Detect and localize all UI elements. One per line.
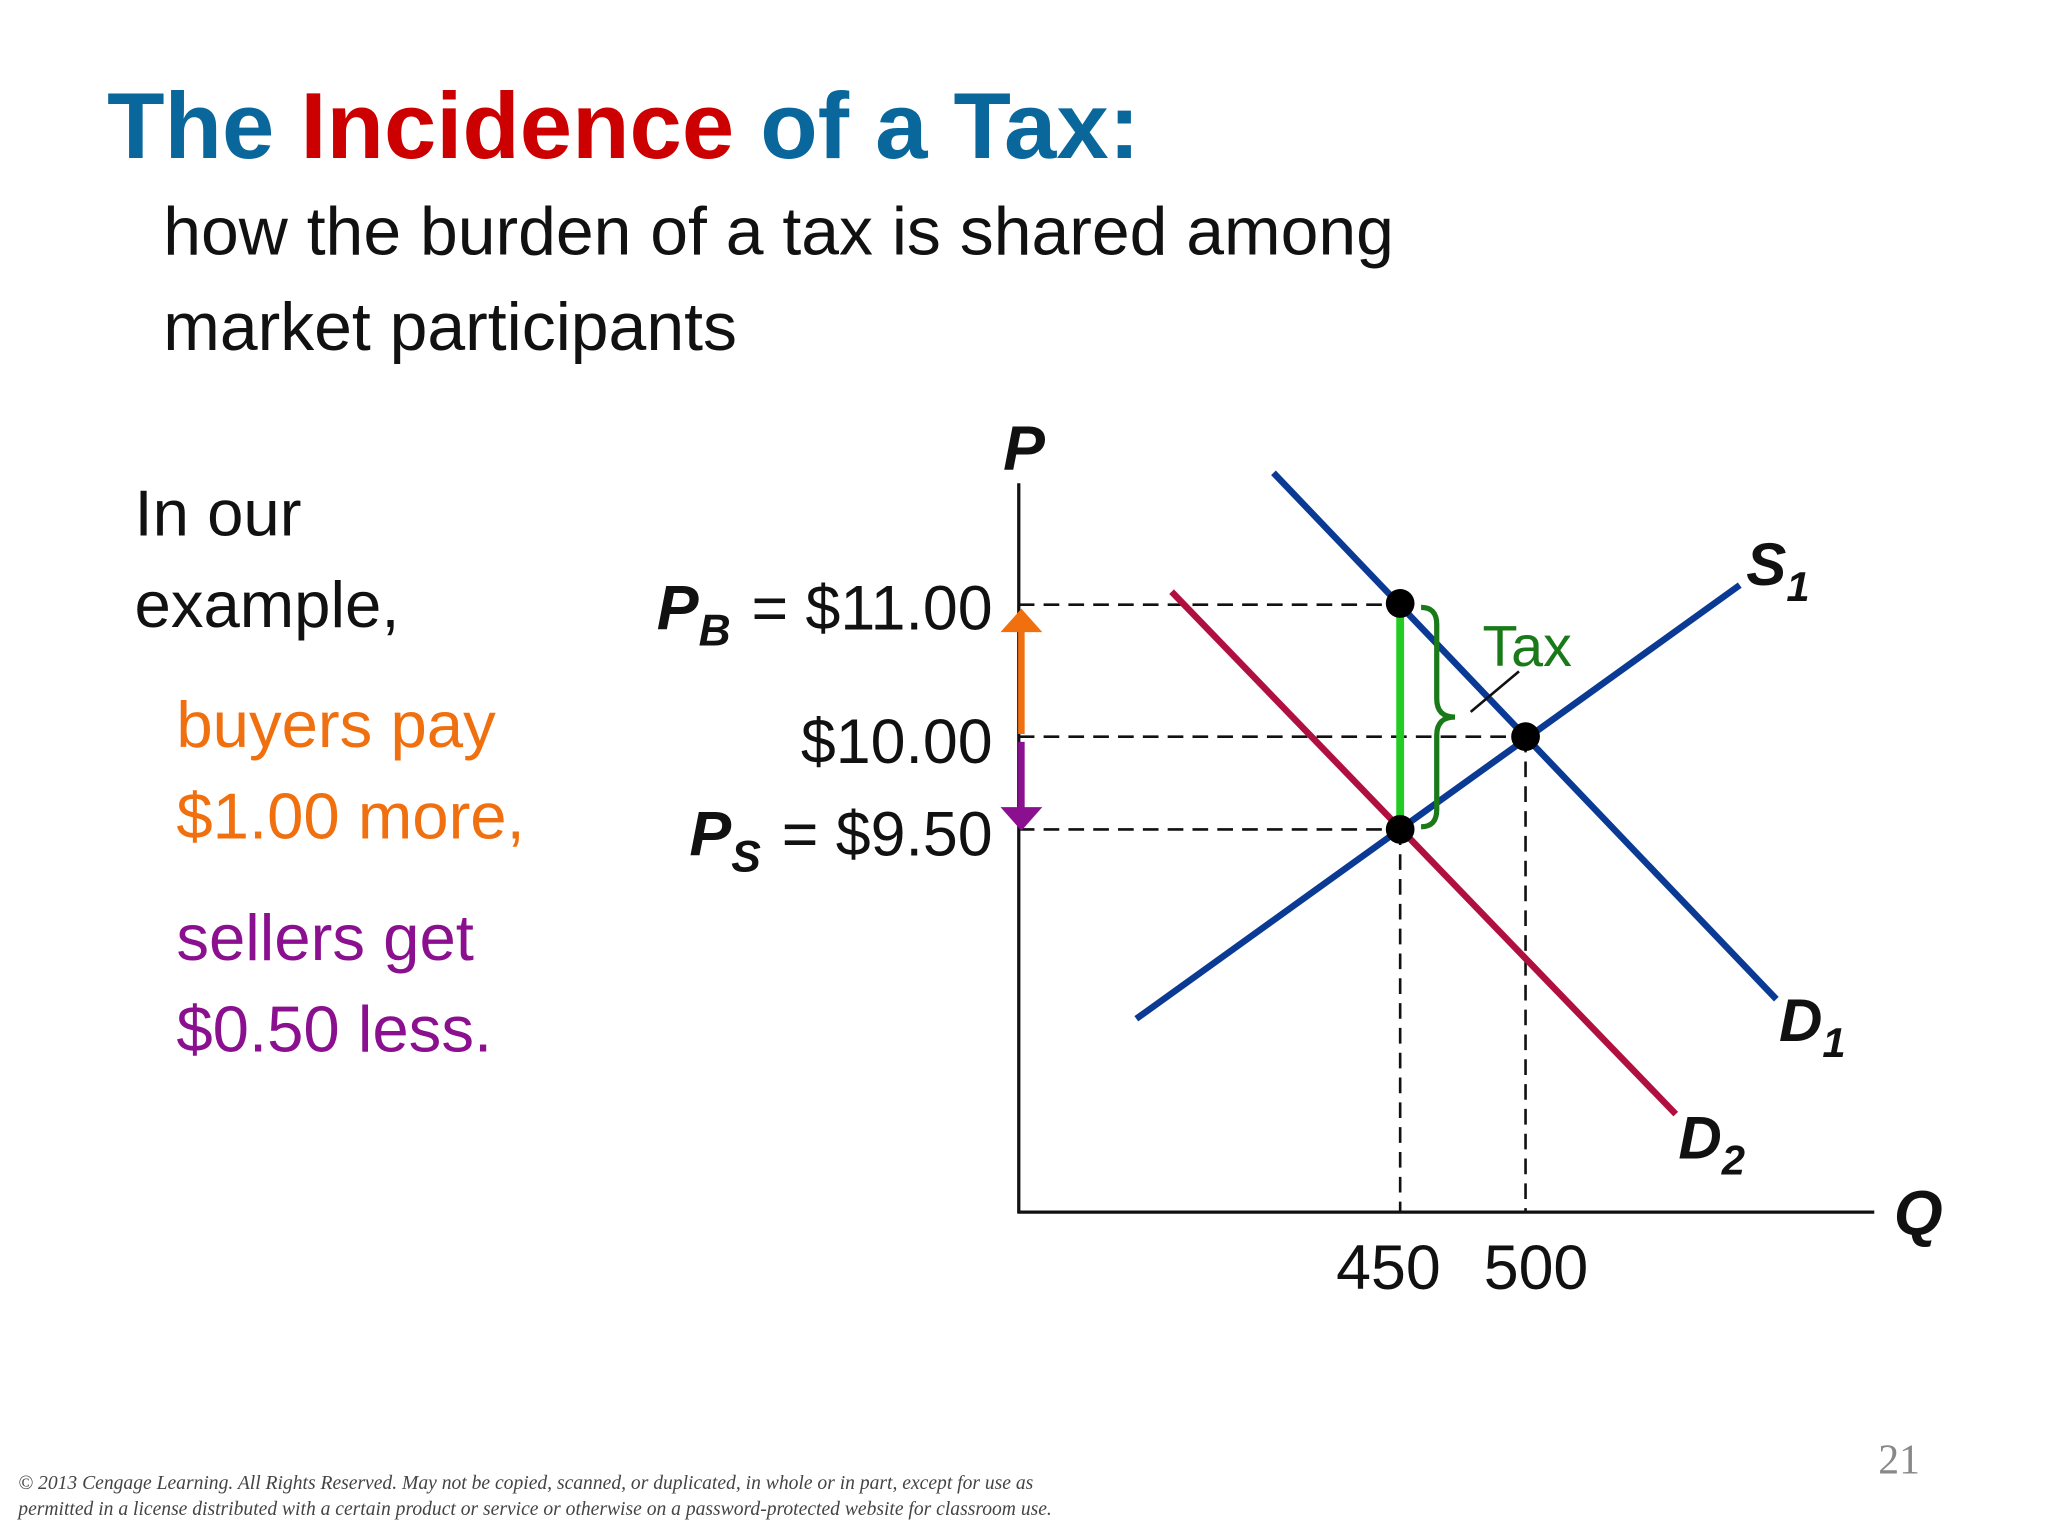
tax-pointer — [1469, 670, 1520, 713]
guide-lines — [1018, 603, 1527, 1213]
curve-subscript: 1 — [1822, 1019, 1845, 1066]
subtitle: market participants — [163, 290, 737, 365]
curve-label: D2 — [1678, 1105, 1745, 1184]
curve-subscript: 1 — [1786, 563, 1809, 610]
price-symbol: P — [657, 574, 699, 644]
curve-symbol: D — [1678, 1105, 1721, 1172]
point — [1385, 815, 1415, 844]
quantity-label: 500 — [1484, 1233, 1589, 1303]
curve-subscript: 2 — [1721, 1136, 1745, 1183]
buyer-arrowhead — [1000, 608, 1043, 633]
body-text: example, — [135, 568, 400, 641]
curve-symbol: S — [1746, 531, 1786, 598]
price-value: = $9.50 — [782, 800, 993, 870]
axis-label: P — [1003, 414, 1045, 484]
price-subscript: S — [731, 832, 761, 881]
curve-symbol: D — [1779, 987, 1822, 1054]
body-text: In our — [135, 477, 302, 550]
point — [1385, 589, 1415, 618]
buyers-text: $1.00 more, — [176, 780, 524, 853]
sellers-text: $0.50 less. — [176, 992, 492, 1065]
title-part: The — [107, 73, 274, 178]
price-label: PS = $9.50 — [689, 800, 992, 882]
sellers-text: sellers get — [176, 901, 474, 974]
price-value: = $11.00 — [752, 574, 993, 644]
curve-label: D1 — [1779, 987, 1846, 1066]
price-subscript: B — [699, 606, 731, 655]
axis-label: Q — [1894, 1178, 1943, 1248]
copyright: permitted in a license distributed with … — [16, 1499, 1052, 1520]
price-symbol: P — [689, 800, 731, 870]
tax-brace — [1420, 604, 1456, 830]
demand-curve-shifted — [1169, 589, 1679, 1117]
buyers-text: buyers pay — [176, 688, 496, 761]
tax-label: Tax — [1482, 615, 1572, 679]
title: The Incidence of a Tax: — [107, 73, 1140, 178]
page-number: 21 — [1878, 1437, 1920, 1483]
quantity-label: 450 — [1336, 1233, 1441, 1303]
point — [1511, 722, 1540, 752]
subtitle: how the burden of a tax is shared among — [163, 195, 1394, 270]
seller-arrowhead — [1000, 807, 1043, 831]
title-part: Incidence — [300, 73, 734, 178]
curve-label: S1 — [1746, 531, 1809, 610]
title-part: of a Tax: — [760, 73, 1140, 178]
copyright: © 2013 Cengage Learning. All Rights Rese… — [18, 1473, 1033, 1494]
price-label: $10.00 — [801, 707, 993, 777]
price-label: PB = $11.00 — [657, 574, 993, 656]
